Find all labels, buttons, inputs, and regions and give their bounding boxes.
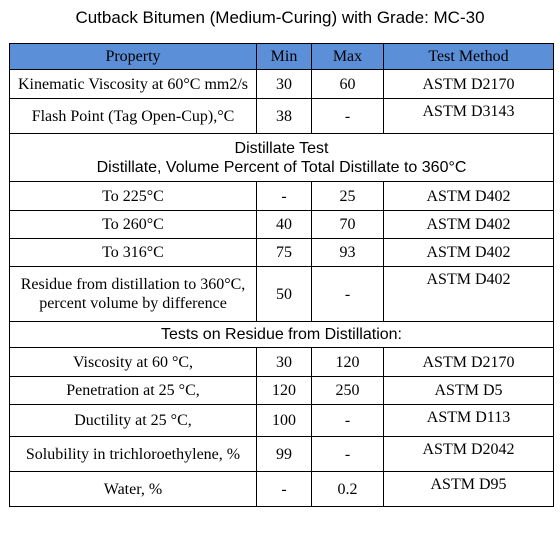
cell-property: To 260°C — [9, 210, 257, 239]
section-row-residue: Tests on Residue from Distillation: — [9, 321, 554, 348]
cell-method: ASTM D113 — [383, 404, 554, 437]
cell-property: To 225°C — [9, 181, 257, 211]
cell-method: ASTM D2170 — [383, 69, 554, 99]
cell-max: - — [311, 436, 384, 472]
cell-max: - — [311, 98, 384, 134]
cell-method: ASTM D3143 — [383, 98, 554, 134]
cell-max: - — [311, 266, 384, 322]
section-heading-residue: Tests on Residue from Distillation: — [9, 321, 554, 348]
cell-property: Residue from distillation to 360°C, perc… — [9, 266, 257, 322]
cell-max: - — [311, 404, 384, 437]
table-row: Flash Point (Tag Open-Cup),°C 38 - ASTM … — [9, 98, 554, 134]
spec-table: Property Min Max Test Method Kinematic V… — [9, 43, 554, 507]
header-test-method: Test Method — [383, 43, 554, 70]
section-heading-distillate: Distillate Test Distillate, Volume Perce… — [9, 133, 554, 182]
cell-method: ASTM D5 — [383, 376, 554, 405]
cell-min: 30 — [256, 347, 312, 377]
cell-max: 70 — [311, 210, 384, 239]
cell-property: Flash Point (Tag Open-Cup),°C — [9, 98, 257, 134]
cell-min: 38 — [256, 98, 312, 134]
cell-max: 0.2 — [311, 471, 384, 507]
table-row: To 225°C - 25 ASTM D402 — [9, 181, 554, 211]
cell-method: ASTM D2042 — [383, 436, 554, 472]
cell-property: To 316°C — [9, 238, 257, 267]
distillate-heading: Distillate Test — [234, 139, 329, 157]
table-row: Ductility at 25 °C, 100 - ASTM D113 — [9, 404, 554, 437]
cell-property: Solubility in trichloroethylene, % — [9, 436, 257, 472]
cell-method: ASTM D2170 — [383, 347, 554, 377]
cell-method: ASTM D402 — [383, 238, 554, 267]
cell-property: Viscosity at 60 °C, — [9, 347, 257, 377]
header-max: Max — [311, 43, 384, 70]
cell-max: 60 — [311, 69, 384, 99]
table-row: To 316°C 75 93 ASTM D402 — [9, 238, 554, 267]
table-row: Kinematic Viscosity at 60°C mm2/s 30 60 … — [9, 69, 554, 99]
cell-property: Water, % — [9, 471, 257, 507]
page-title: Cutback Bitumen (Medium-Curing) with Gra… — [75, 8, 485, 27]
cell-property: Penetration at 25 °C, — [9, 376, 257, 405]
cell-min: 30 — [256, 69, 312, 99]
header-min: Min — [256, 43, 312, 70]
cell-max: 93 — [311, 238, 384, 267]
table-row: Water, % - 0.2 ASTM D95 — [9, 471, 554, 507]
table-row: Viscosity at 60 °C, 30 120 ASTM D2170 — [9, 347, 554, 377]
table-row: Residue from distillation to 360°C, perc… — [9, 266, 554, 322]
cell-min: 50 — [256, 266, 312, 322]
cell-min: 100 — [256, 404, 312, 437]
distillate-subheading: Distillate, Volume Percent of Total Dist… — [96, 158, 467, 176]
cell-method: ASTM D402 — [383, 266, 554, 322]
table-row: Penetration at 25 °C, 120 250 ASTM D5 — [9, 376, 554, 405]
cell-min: 40 — [256, 210, 312, 239]
cell-property: Ductility at 25 °C, — [9, 404, 257, 437]
cell-max: 25 — [311, 181, 384, 211]
cell-min: 75 — [256, 238, 312, 267]
header-property: Property — [9, 43, 257, 70]
cell-method: ASTM D402 — [383, 181, 554, 211]
cell-max: 250 — [311, 376, 384, 405]
cell-property: Kinematic Viscosity at 60°C mm2/s — [9, 69, 257, 99]
cell-min: 99 — [256, 436, 312, 472]
property-line-2: percent volume by difference — [39, 295, 227, 312]
table-row: To 260°C 40 70 ASTM D402 — [9, 210, 554, 239]
table-row: Solubility in trichloroethylene, % 99 - … — [9, 436, 554, 472]
cell-min: - — [256, 471, 312, 507]
property-line-1: Residue from distillation to 360°C, — [20, 276, 246, 293]
cell-min: - — [256, 181, 312, 211]
header-row: Property Min Max Test Method — [9, 43, 554, 70]
section-row-distillate: Distillate Test Distillate, Volume Perce… — [9, 133, 554, 182]
cell-max: 120 — [311, 347, 384, 377]
cell-method: ASTM D95 — [383, 471, 554, 507]
cell-method: ASTM D402 — [383, 210, 554, 239]
cell-min: 120 — [256, 376, 312, 405]
